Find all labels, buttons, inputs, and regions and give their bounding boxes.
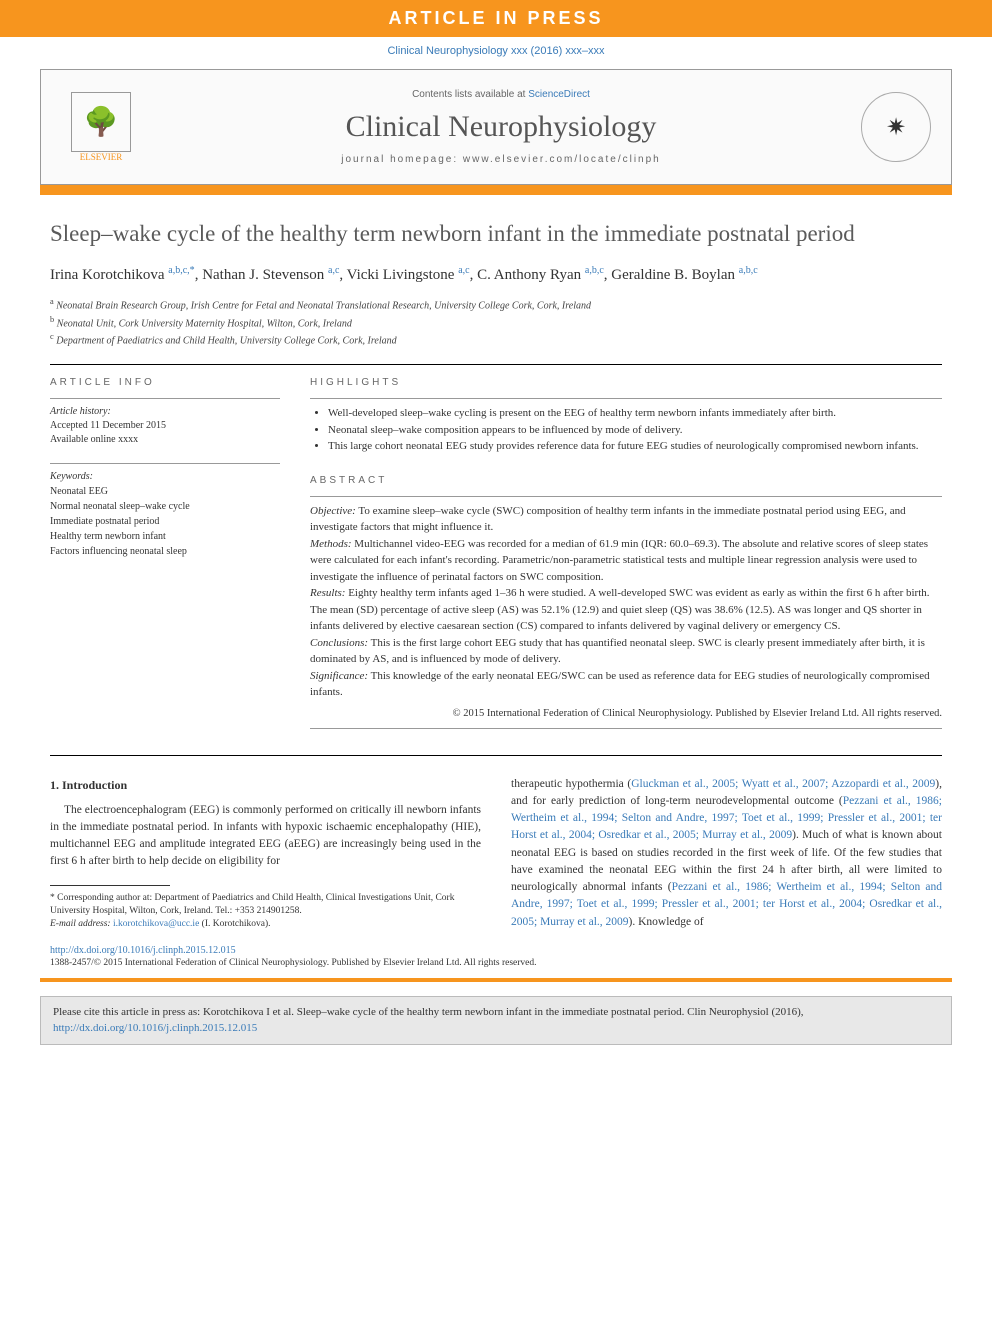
affiliations-block: a Neonatal Brain Research Group, Irish C…: [50, 296, 942, 348]
intro-para-col2: therapeutic hypothermia (Gluckman et al.…: [511, 776, 942, 931]
thin-rule: [310, 398, 942, 399]
ifcn-logo-icon: ✷: [861, 92, 931, 162]
doi-link[interactable]: http://dx.doi.org/10.1016/j.clinph.2015.…: [50, 945, 942, 956]
thin-rule: [50, 398, 280, 399]
abstract-copyright: © 2015 International Federation of Clini…: [310, 707, 942, 722]
journal-title: Clinical Neurophysiology: [141, 110, 861, 144]
homepage-url[interactable]: www.elsevier.com/locate/clinph: [463, 154, 661, 165]
orange-divider-bar: [40, 185, 952, 195]
article-title: Sleep–wake cycle of the healthy term new…: [50, 219, 942, 249]
highlight-item: Well-developed sleep–wake cycling is pre…: [328, 405, 942, 422]
article-info-label: ARTICLE INFO: [50, 377, 280, 388]
highlights-label: HIGHLIGHTS: [310, 377, 942, 388]
highlight-item: Neonatal sleep–wake composition appears …: [328, 422, 942, 439]
abstract-body: Objective: To examine sleep–wake cycle (…: [310, 503, 942, 722]
orange-divider-bar: [40, 978, 952, 982]
highlights-list: Well-developed sleep–wake cycling is pre…: [310, 405, 942, 455]
thin-rule: [310, 496, 942, 497]
keyword-item: Normal neonatal sleep–wake cycle: [50, 499, 280, 514]
footnotes: * Corresponding author at: Department of…: [50, 892, 481, 932]
email-link[interactable]: i.korotchikova@ucc.ie: [113, 919, 199, 929]
separator: [50, 755, 942, 756]
citation-link[interactable]: Gluckman et al., 2005; Wyatt et al., 200…: [631, 778, 935, 790]
highlight-item: This large cohort neonatal EEG study pro…: [328, 438, 942, 455]
abstract-label: ABSTRACT: [310, 475, 942, 486]
article-in-press-banner: ARTICLE IN PRESS: [0, 0, 992, 37]
journal-homepage-line: journal homepage: www.elsevier.com/locat…: [141, 154, 861, 165]
keyword-item: Immediate postnatal period: [50, 514, 280, 529]
keyword-item: Factors influencing neonatal sleep: [50, 544, 280, 559]
footnote-separator: [50, 885, 170, 886]
citation-doi-link[interactable]: http://dx.doi.org/10.1016/j.clinph.2015.…: [53, 1022, 257, 1034]
article-history: Article history: Accepted 11 December 20…: [50, 405, 280, 447]
issn-copyright: 1388-2457/© 2015 International Federatio…: [50, 958, 942, 968]
sciencedirect-link[interactable]: ScienceDirect: [528, 89, 590, 100]
elsevier-logo[interactable]: 🌳 ELSEVIER: [61, 82, 141, 172]
email-line: E-mail address: i.korotchikova@ucc.ie (I…: [50, 918, 481, 931]
intro-para-col1: The electroencephalogram (EEG) is common…: [50, 802, 481, 871]
keyword-item: Healthy term newborn infant: [50, 529, 280, 544]
affiliation-b: b Neonatal Unit, Cork University Materni…: [50, 314, 942, 331]
keywords-block: Keywords: Neonatal EEGNormal neonatal sl…: [50, 470, 280, 559]
keyword-item: Neonatal EEG: [50, 484, 280, 499]
journal-reference: Clinical Neurophysiology xxx (2016) xxx–…: [0, 37, 992, 65]
thin-rule: [310, 728, 942, 729]
authors-line: Irina Korotchikova a,b,c,*, Nathan J. St…: [50, 263, 942, 287]
thin-rule: [50, 463, 280, 464]
elsevier-tree-icon: 🌳: [71, 92, 131, 152]
introduction-section: 1. Introduction The electroencephalogram…: [50, 776, 942, 932]
intro-heading: 1. Introduction: [50, 776, 481, 794]
contents-available-line: Contents lists available at ScienceDirec…: [141, 89, 861, 100]
affiliation-a: a Neonatal Brain Research Group, Irish C…: [50, 296, 942, 313]
affiliation-c: c Department of Paediatrics and Child He…: [50, 331, 942, 348]
corresponding-author: * Corresponding author at: Department of…: [50, 892, 481, 919]
elsevier-label: ELSEVIER: [80, 152, 123, 162]
separator: [50, 364, 942, 365]
citation-box: Please cite this article in press as: Ko…: [40, 996, 952, 1045]
journal-header-box: 🌳 ELSEVIER Contents lists available at S…: [40, 69, 952, 185]
